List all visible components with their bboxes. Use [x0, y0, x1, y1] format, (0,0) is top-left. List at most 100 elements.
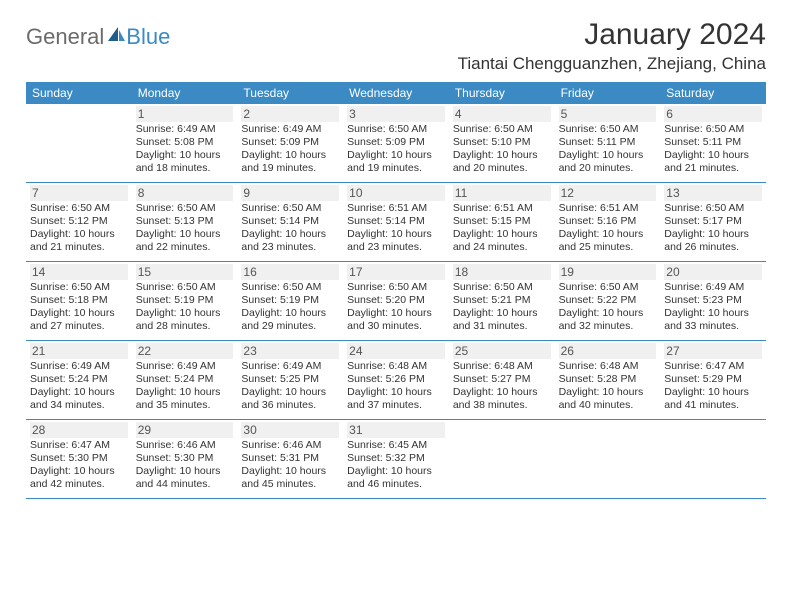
daylight-text: Daylight: 10 hours and 21 minutes. [30, 228, 128, 254]
day-cell: 7Sunrise: 6:50 AMSunset: 5:12 PMDaylight… [26, 183, 132, 261]
sunrise-text: Sunrise: 6:51 AM [559, 202, 657, 215]
sunrise-text: Sunrise: 6:48 AM [453, 360, 551, 373]
sunset-text: Sunset: 5:14 PM [241, 215, 339, 228]
sunset-text: Sunset: 5:17 PM [664, 215, 762, 228]
day-cell: 15Sunrise: 6:50 AMSunset: 5:19 PMDayligh… [132, 262, 238, 340]
daylight-text: Daylight: 10 hours and 41 minutes. [664, 386, 762, 412]
sunrise-text: Sunrise: 6:46 AM [136, 439, 234, 452]
sunset-text: Sunset: 5:25 PM [241, 373, 339, 386]
day-number: 17 [347, 264, 445, 280]
daylight-text: Daylight: 10 hours and 31 minutes. [453, 307, 551, 333]
sunrise-text: Sunrise: 6:48 AM [347, 360, 445, 373]
day-number: 13 [664, 185, 762, 201]
day-cell [26, 104, 132, 182]
sunset-text: Sunset: 5:18 PM [30, 294, 128, 307]
sunrise-text: Sunrise: 6:49 AM [241, 360, 339, 373]
day-cell: 13Sunrise: 6:50 AMSunset: 5:17 PMDayligh… [660, 183, 766, 261]
day-number: 6 [664, 106, 762, 122]
day-cell: 16Sunrise: 6:50 AMSunset: 5:19 PMDayligh… [237, 262, 343, 340]
daylight-text: Daylight: 10 hours and 18 minutes. [136, 149, 234, 175]
day-cell [449, 420, 555, 498]
day-number: 2 [241, 106, 339, 122]
day-number: 15 [136, 264, 234, 280]
weekday-label: Friday [555, 82, 661, 104]
sunrise-text: Sunrise: 6:50 AM [453, 281, 551, 294]
sail-icon [106, 25, 126, 50]
day-number: 14 [30, 264, 128, 280]
week-row: 28Sunrise: 6:47 AMSunset: 5:30 PMDayligh… [26, 420, 766, 499]
day-cell: 11Sunrise: 6:51 AMSunset: 5:15 PMDayligh… [449, 183, 555, 261]
sunrise-text: Sunrise: 6:50 AM [30, 281, 128, 294]
week-row: 21Sunrise: 6:49 AMSunset: 5:24 PMDayligh… [26, 341, 766, 420]
sunset-text: Sunset: 5:09 PM [241, 136, 339, 149]
weeks-container: 1Sunrise: 6:49 AMSunset: 5:08 PMDaylight… [26, 104, 766, 499]
day-cell: 24Sunrise: 6:48 AMSunset: 5:26 PMDayligh… [343, 341, 449, 419]
sunset-text: Sunset: 5:29 PM [664, 373, 762, 386]
day-cell: 17Sunrise: 6:50 AMSunset: 5:20 PMDayligh… [343, 262, 449, 340]
week-row: 1Sunrise: 6:49 AMSunset: 5:08 PMDaylight… [26, 104, 766, 183]
daylight-text: Daylight: 10 hours and 21 minutes. [664, 149, 762, 175]
day-number: 27 [664, 343, 762, 359]
sunset-text: Sunset: 5:11 PM [559, 136, 657, 149]
sunrise-text: Sunrise: 6:50 AM [559, 123, 657, 136]
daylight-text: Daylight: 10 hours and 44 minutes. [136, 465, 234, 491]
sunrise-text: Sunrise: 6:50 AM [347, 281, 445, 294]
day-cell: 31Sunrise: 6:45 AMSunset: 5:32 PMDayligh… [343, 420, 449, 498]
sunrise-text: Sunrise: 6:48 AM [559, 360, 657, 373]
day-cell: 30Sunrise: 6:46 AMSunset: 5:31 PMDayligh… [237, 420, 343, 498]
weekday-label: Saturday [660, 82, 766, 104]
sunrise-text: Sunrise: 6:50 AM [136, 202, 234, 215]
sunrise-text: Sunrise: 6:50 AM [559, 281, 657, 294]
daylight-text: Daylight: 10 hours and 19 minutes. [347, 149, 445, 175]
day-number: 4 [453, 106, 551, 122]
day-cell: 25Sunrise: 6:48 AMSunset: 5:27 PMDayligh… [449, 341, 555, 419]
day-number: 1 [136, 106, 234, 122]
day-cell [660, 420, 766, 498]
sunset-text: Sunset: 5:28 PM [559, 373, 657, 386]
sunset-text: Sunset: 5:21 PM [453, 294, 551, 307]
daylight-text: Daylight: 10 hours and 38 minutes. [453, 386, 551, 412]
day-number: 26 [559, 343, 657, 359]
sunset-text: Sunset: 5:10 PM [453, 136, 551, 149]
sunset-text: Sunset: 5:08 PM [136, 136, 234, 149]
sunset-text: Sunset: 5:30 PM [136, 452, 234, 465]
weekday-header: SundayMondayTuesdayWednesdayThursdayFrid… [26, 82, 766, 104]
day-cell: 9Sunrise: 6:50 AMSunset: 5:14 PMDaylight… [237, 183, 343, 261]
day-cell: 23Sunrise: 6:49 AMSunset: 5:25 PMDayligh… [237, 341, 343, 419]
daylight-text: Daylight: 10 hours and 28 minutes. [136, 307, 234, 333]
logo-text-blue: Blue [126, 24, 170, 50]
day-cell: 8Sunrise: 6:50 AMSunset: 5:13 PMDaylight… [132, 183, 238, 261]
daylight-text: Daylight: 10 hours and 27 minutes. [30, 307, 128, 333]
weekday-label: Monday [132, 82, 238, 104]
daylight-text: Daylight: 10 hours and 46 minutes. [347, 465, 445, 491]
day-number: 11 [453, 185, 551, 201]
day-number: 3 [347, 106, 445, 122]
sunrise-text: Sunrise: 6:45 AM [347, 439, 445, 452]
daylight-text: Daylight: 10 hours and 37 minutes. [347, 386, 445, 412]
sunrise-text: Sunrise: 6:51 AM [453, 202, 551, 215]
sunset-text: Sunset: 5:11 PM [664, 136, 762, 149]
day-number: 18 [453, 264, 551, 280]
week-row: 7Sunrise: 6:50 AMSunset: 5:12 PMDaylight… [26, 183, 766, 262]
daylight-text: Daylight: 10 hours and 45 minutes. [241, 465, 339, 491]
day-cell [555, 420, 661, 498]
day-cell: 28Sunrise: 6:47 AMSunset: 5:30 PMDayligh… [26, 420, 132, 498]
sunset-text: Sunset: 5:09 PM [347, 136, 445, 149]
sunrise-text: Sunrise: 6:50 AM [30, 202, 128, 215]
day-cell: 29Sunrise: 6:46 AMSunset: 5:30 PMDayligh… [132, 420, 238, 498]
sunset-text: Sunset: 5:15 PM [453, 215, 551, 228]
day-cell: 6Sunrise: 6:50 AMSunset: 5:11 PMDaylight… [660, 104, 766, 182]
daylight-text: Daylight: 10 hours and 34 minutes. [30, 386, 128, 412]
day-number: 31 [347, 422, 445, 438]
day-number: 5 [559, 106, 657, 122]
day-cell: 12Sunrise: 6:51 AMSunset: 5:16 PMDayligh… [555, 183, 661, 261]
day-cell: 3Sunrise: 6:50 AMSunset: 5:09 PMDaylight… [343, 104, 449, 182]
daylight-text: Daylight: 10 hours and 20 minutes. [453, 149, 551, 175]
sunset-text: Sunset: 5:19 PM [136, 294, 234, 307]
sunrise-text: Sunrise: 6:47 AM [664, 360, 762, 373]
sunset-text: Sunset: 5:16 PM [559, 215, 657, 228]
sunset-text: Sunset: 5:23 PM [664, 294, 762, 307]
sunrise-text: Sunrise: 6:50 AM [241, 281, 339, 294]
daylight-text: Daylight: 10 hours and 23 minutes. [347, 228, 445, 254]
daylight-text: Daylight: 10 hours and 19 minutes. [241, 149, 339, 175]
